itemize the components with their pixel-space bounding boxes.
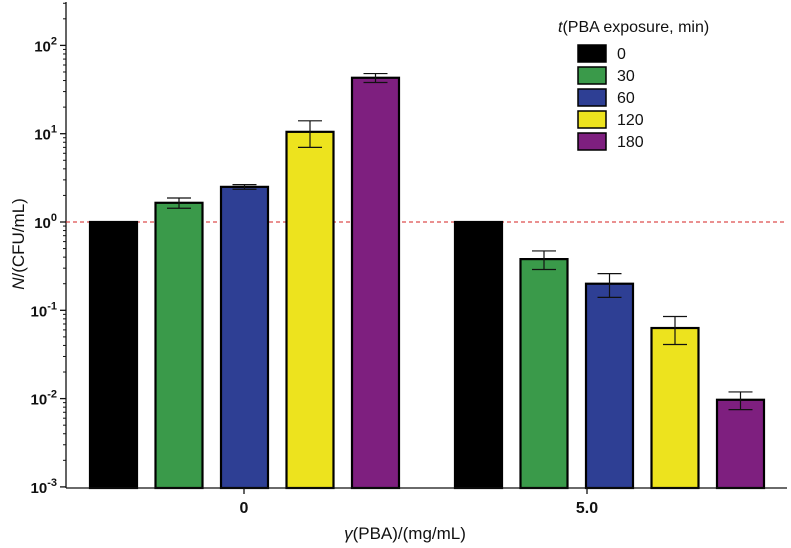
bar <box>219 185 270 490</box>
x-axis: 0 5.0 <box>66 487 787 517</box>
x-axis-label: γ(PBA)/(mg/mL) <box>344 524 466 543</box>
bar <box>650 326 700 490</box>
y-tick-label: 10-2 <box>31 389 57 409</box>
bar <box>350 76 401 490</box>
legend-label: 180 <box>617 134 644 151</box>
y-tick-label: 10-3 <box>31 477 57 497</box>
legend-label: 60 <box>617 90 635 107</box>
legend-label: 120 <box>617 112 644 129</box>
x-tick-label: 0 <box>240 500 249 517</box>
y-tick-label: 100 <box>34 212 57 232</box>
bar <box>88 220 139 490</box>
legend-label: 30 <box>617 68 635 85</box>
bar <box>519 258 569 490</box>
y-tick-label: 101 <box>34 124 57 144</box>
bar <box>154 201 204 490</box>
legend-title: t(PBA exposure, min) <box>558 19 709 36</box>
bars <box>88 72 766 490</box>
bar <box>715 398 766 490</box>
legend-swatch <box>577 132 607 151</box>
bar <box>285 130 335 490</box>
legend: 0 30 60 120 180 <box>577 44 644 151</box>
legend-swatch <box>577 44 607 63</box>
legend-swatch <box>577 66 607 85</box>
x-tick-label: 5.0 <box>576 500 598 517</box>
y-axis: 10-3 10-2 10-1 100 101 102 <box>31 2 67 497</box>
legend-swatch <box>577 110 607 129</box>
y-tick-label: 102 <box>34 35 57 55</box>
y-tick-label: 10-1 <box>31 300 57 320</box>
legend-swatch <box>577 88 607 107</box>
bar <box>584 282 635 490</box>
bar <box>453 220 504 490</box>
y-axis-label: N/(CFU/mL) <box>9 198 28 290</box>
legend-label: 0 <box>617 46 626 63</box>
